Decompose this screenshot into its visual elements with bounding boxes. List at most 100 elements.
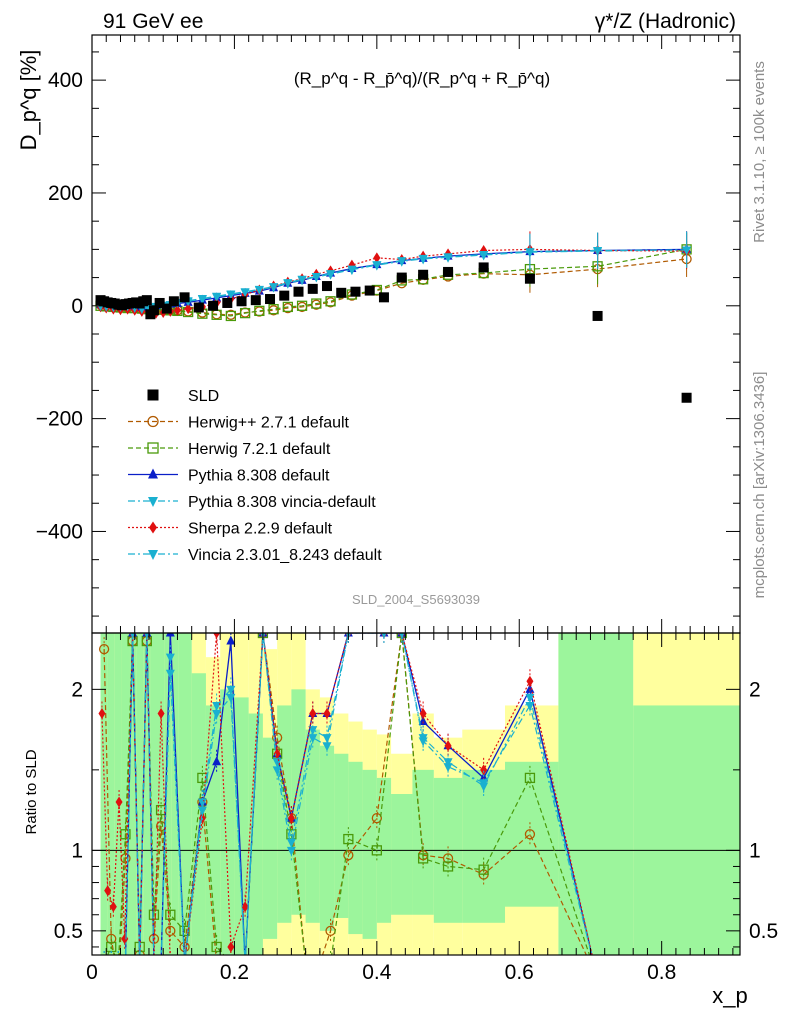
legend-entry-2: Herwig 7.2.1 default [128, 441, 331, 458]
ratio-point [114, 975, 123, 984]
ratio-point [443, 763, 453, 773]
main-point [347, 265, 357, 275]
ratio-point [107, 960, 116, 969]
ratio-point [120, 829, 131, 840]
main-point [173, 304, 181, 316]
uncertainty-band-green [462, 769, 506, 923]
main-plot-area [95, 231, 692, 403]
uncertainty-band-green [348, 761, 363, 935]
ratio-point [227, 941, 235, 953]
legend-entry-6: Vincia 2.3.01_8.243 default [128, 547, 382, 564]
uncertainty-band-green [391, 794, 413, 915]
ratio-point [212, 710, 222, 719]
ratio-point [157, 958, 166, 967]
ratio-point [149, 960, 158, 969]
legend-marker [148, 468, 158, 479]
uncertainty-band-green [234, 697, 249, 955]
ratio-point [525, 701, 535, 711]
main-frame [91, 34, 741, 634]
ratio-point [371, 813, 382, 824]
main-point [193, 302, 204, 313]
legend-label: Herwig++ 2.7.1 default [188, 415, 350, 432]
ratio-point [149, 960, 158, 969]
main-point [239, 307, 251, 319]
main-point [443, 266, 454, 277]
ratio-y-tick-label-right: 2 [749, 678, 761, 701]
ratio-point [371, 845, 382, 856]
ratio-point [301, 959, 310, 968]
ratio-point [287, 812, 295, 824]
main-point [141, 295, 152, 306]
ratio-point [419, 708, 427, 719]
legend-marker [149, 521, 157, 534]
ratio-point [322, 742, 332, 752]
x-tick-label: 0.2 [220, 961, 249, 984]
main-point [297, 275, 307, 285]
ratio-plot-area [92, 633, 740, 984]
uncertainty-band-green [143, 633, 151, 955]
main-point [443, 253, 453, 263]
legend-entry-0: SLD [147, 388, 219, 405]
legend-entry-5: Sherpa 2.2.9 default [128, 521, 333, 538]
legend-entry-3: Pythia 8.308 default [128, 468, 330, 485]
ratio-point [107, 960, 116, 969]
main-point [184, 303, 192, 315]
ratio-point [444, 740, 452, 752]
legend-marker [148, 497, 158, 507]
ratio-point [309, 708, 317, 719]
main-point [418, 269, 429, 280]
main-point [208, 300, 219, 311]
legend-entry-1: Herwig++ 2.7.1 default [128, 415, 350, 432]
legend-marker [147, 415, 159, 428]
ratio-point [121, 958, 130, 967]
ratio-point [526, 675, 534, 687]
uncertainty-band-green [107, 633, 115, 955]
main-point [593, 247, 603, 257]
main-point [418, 254, 428, 264]
main-point [226, 290, 236, 300]
ratio-point [343, 850, 354, 861]
ratio-point [100, 960, 109, 969]
ratio-point [165, 925, 176, 936]
ratio-point [308, 734, 318, 744]
main-point [265, 294, 276, 305]
x-tick-label: 0.6 [505, 961, 534, 984]
ratio-point [315, 959, 324, 968]
main-y-tick-label: 400 [48, 69, 83, 92]
ratio-point [593, 974, 602, 983]
y-axis-title-text: D_p^q [%] [16, 50, 41, 151]
ratio-point [129, 633, 136, 639]
process-label: γ*/Z (Hadronic) [595, 10, 736, 33]
x-axis-title: x_p [712, 983, 747, 1008]
main-point [282, 301, 293, 313]
x-tick-label: 0.4 [362, 961, 392, 984]
x-tick-label: 0.8 [647, 961, 676, 984]
ratio-axis-title: Ratio to SLD [23, 749, 40, 834]
main-point [336, 287, 347, 298]
energy-label: 91 GeV ee [103, 10, 203, 33]
uncertainty-band-green [248, 713, 263, 955]
ratio-y-tick-label: 1 [71, 839, 83, 862]
main-point [325, 296, 336, 307]
ratio-panel [92, 633, 740, 984]
main-point [373, 252, 381, 264]
legend-label: Sherpa 2.2.9 default [188, 521, 333, 538]
ratio-point [104, 885, 112, 897]
legend: SLD Herwig++ 2.7.1 default Herwig 7.2.1 de… [128, 388, 382, 564]
uncertainty-band-green [191, 673, 206, 955]
main-point [321, 281, 332, 292]
axes: −400 −200 0 200 400 0 0.2 0.4 0.6 0.8 0.5 0.5 1 1 2 2 [36, 34, 778, 984]
ratio-point [165, 633, 175, 637]
ratio-y-tick-label-right: 0.5 [749, 920, 778, 943]
main-point [311, 272, 321, 282]
ratio-point [157, 708, 165, 719]
main-point [254, 305, 265, 317]
ratio-point [479, 779, 489, 789]
ratio-point [98, 708, 106, 719]
ratio-point [181, 958, 188, 969]
ratio-point [211, 941, 222, 953]
ratio-point [114, 959, 123, 968]
mcplots-note: mcplots.cern.ch [arXiv:1306.3436] [751, 372, 768, 599]
ratio-point [157, 960, 166, 969]
